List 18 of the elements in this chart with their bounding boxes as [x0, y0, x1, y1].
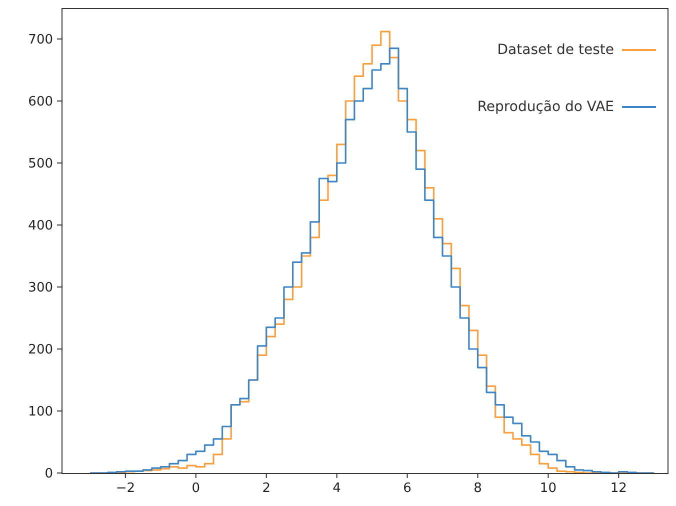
legend-label: Reprodução do VAE	[477, 99, 614, 115]
y-tick-label: 500	[28, 156, 53, 172]
y-tick-label: 700	[28, 32, 53, 48]
y-tick-label: 600	[28, 94, 53, 110]
y-tick-label: 400	[28, 218, 53, 234]
x-tick-label: 12	[610, 481, 627, 496]
x-tick-label: 2	[262, 481, 270, 496]
y-tick-label: 100	[28, 404, 53, 420]
legend-label: Dataset de teste	[497, 42, 614, 58]
x-tick-label: 4	[332, 481, 341, 496]
x-tick-label: 0	[192, 481, 200, 496]
y-tick-label: 200	[28, 342, 53, 358]
x-tick-label: −2	[116, 481, 136, 496]
x-tick-label: 6	[403, 481, 412, 496]
y-tick-label: 0	[44, 466, 53, 482]
y-tick-label: 300	[28, 280, 53, 296]
x-tick-label: 8	[474, 481, 482, 496]
x-tick-label: 10	[540, 481, 556, 496]
